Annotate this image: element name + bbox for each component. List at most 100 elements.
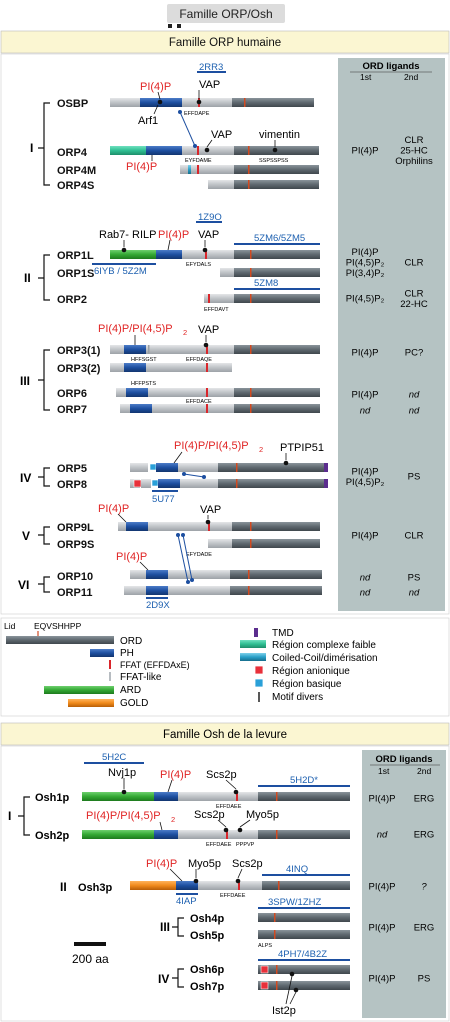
protein-name: Osh7p <box>190 981 225 993</box>
group-label: II <box>24 271 31 285</box>
human-ligand-title: ORD ligands <box>362 61 419 72</box>
legend-low-complex: Région complexe faible <box>272 640 376 651</box>
protein-name: ORP5 <box>57 463 87 475</box>
osh7p-bar <box>258 981 350 990</box>
ligand-value: nd <box>360 588 371 599</box>
yeast-col1: 1st <box>378 766 390 776</box>
orp11-bar <box>124 586 322 595</box>
partner-label: VAP <box>199 79 220 91</box>
group-label: V <box>22 529 30 543</box>
protein-name: ORP1S <box>57 268 94 280</box>
partner-label: VAP <box>198 324 219 336</box>
orp1s-bar <box>220 268 320 277</box>
osbp-orp4-link <box>179 111 196 147</box>
protein-name: ORP7 <box>57 404 87 416</box>
ligand-value: PI(4)P <box>352 146 379 157</box>
ligand-value: CLR <box>404 258 423 269</box>
protein-name: Osh3p <box>78 882 113 894</box>
ligand-value: ERG <box>414 830 435 841</box>
pdb-label: 1Z9O <box>198 212 222 223</box>
lipid-label: PI(4)P <box>140 81 171 93</box>
pdb-label: 4IAP <box>176 896 197 907</box>
group-label: IV <box>20 471 31 485</box>
ligand-value: nd <box>360 573 371 584</box>
human-col1: 1st <box>360 72 372 82</box>
ligand-value: nd <box>409 588 420 599</box>
orp4-bar <box>110 146 319 155</box>
scale-bar <box>74 942 106 946</box>
ligand-value: nd <box>409 390 420 401</box>
orp9l-bar <box>118 522 320 531</box>
human-header: Famille ORP humaine <box>169 37 281 49</box>
protein-name: ORP4S <box>57 180 94 192</box>
partner-label: Nvj1p <box>108 767 136 779</box>
legend-ffat-swatch <box>109 660 111 669</box>
orp8-bar <box>130 479 328 488</box>
osbp-bar <box>110 98 314 107</box>
legend-coiled: Coiled-Coil/dimérisation <box>272 653 378 664</box>
protein-name: ORP8 <box>57 479 87 491</box>
orp4s-bar <box>208 180 319 189</box>
lipid-label: PI(4)P/PI(4,5)P <box>174 440 249 452</box>
osh4p-bar <box>258 913 350 922</box>
legend-ard: ARD <box>120 685 141 696</box>
human-ligand-panel <box>338 58 445 611</box>
legend-ffat: FFAT (EFFDAxE) <box>120 660 190 670</box>
group-label: VI <box>18 578 29 592</box>
protein-name: Osh5p <box>190 930 225 942</box>
orp3-2-bar <box>110 363 232 372</box>
legend-basic: Région basique <box>272 679 342 690</box>
motif-label: EYFDAME <box>185 158 212 164</box>
yeast-col2: 2nd <box>417 766 431 776</box>
ligand-value: ERG <box>414 923 435 934</box>
lipid-label-sub: 2 <box>259 445 263 454</box>
orp7-bar <box>120 404 320 413</box>
legend-ffat-like-swatch <box>109 672 111 681</box>
orp5-bar <box>130 463 328 472</box>
orp6-bar <box>116 388 320 397</box>
motif-label: EFFDAEE <box>206 842 232 848</box>
partner-label: Scs2p <box>232 858 263 870</box>
lipid-label: PI(4)P/PI(4,5)P <box>86 810 161 822</box>
human-col2: 2nd <box>404 72 418 82</box>
motif-label: HFFPSTS <box>131 381 156 387</box>
human-header-bar <box>0 30 450 54</box>
ligand-value: PI(4)P <box>352 348 379 359</box>
partner-label: Myo5p <box>188 858 221 870</box>
orp9-orp10-link <box>177 534 189 583</box>
legend-basic-swatch <box>254 678 264 688</box>
pdb-label: 2RR3 <box>199 62 223 73</box>
partner-label: PTPIP51 <box>280 442 324 454</box>
motif-label: PPPVP <box>236 842 255 848</box>
yeast-header-bar <box>0 722 450 746</box>
ligand-value: PI(4)P <box>369 794 396 805</box>
osh5p-bar <box>258 930 350 939</box>
scale-label: 200 aa <box>72 952 109 966</box>
legend-low-complex-swatch <box>240 640 266 648</box>
orp1l-bar <box>110 250 320 259</box>
lipid-label-sub: 2 <box>171 815 175 824</box>
ligand-value: PI(4)P <box>369 974 396 985</box>
ligand-value: nd <box>360 406 371 417</box>
protein-name: ORP11 <box>57 587 92 599</box>
legend-tmd: TMD <box>272 628 294 639</box>
orp3-1-bar <box>110 345 320 354</box>
protein-name: ORP4M <box>57 165 96 177</box>
legend-coiled-swatch <box>240 653 266 661</box>
page-title-box <box>167 4 285 23</box>
group-label: I <box>30 141 33 155</box>
legend-ord: ORD <box>120 636 142 647</box>
motif-label: HFFSGST <box>131 357 157 363</box>
protein-name: Osh6p <box>190 964 225 976</box>
legend-ph-swatch <box>90 649 114 657</box>
ligand-value: PI(4,5)P₂ <box>346 294 385 305</box>
osh3p-bar <box>130 881 350 890</box>
partner-label: VAP <box>211 129 232 141</box>
legend-gold-swatch <box>68 699 114 707</box>
protein-name: ORP9L <box>57 522 94 534</box>
protein-name: OSBP <box>57 98 88 110</box>
partner-label: VAP <box>200 504 221 516</box>
pdb-label: 5H2C <box>102 752 126 763</box>
orp10-bar <box>130 570 322 579</box>
